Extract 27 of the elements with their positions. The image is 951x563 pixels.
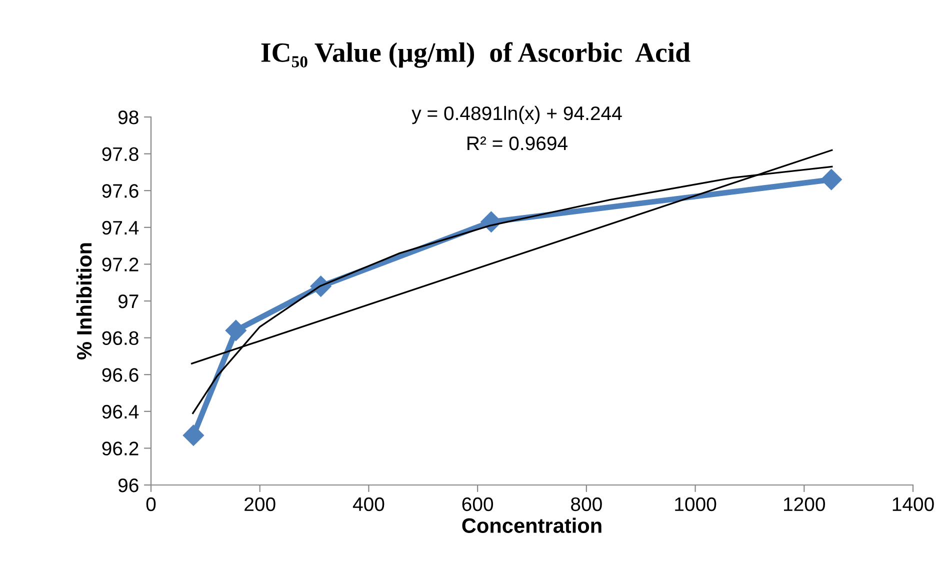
- y-tick-label: 97.2: [102, 258, 138, 272]
- x-axis-title: Concentration: [462, 518, 602, 534]
- annotation: R² = 0.9694: [468, 136, 568, 150]
- y-tick-label: 96.2: [102, 442, 138, 456]
- y-tick-label: 96: [118, 478, 138, 492]
- y-tick-label: 97: [118, 294, 138, 308]
- y-axis-title: % Inhibition: [76, 243, 92, 360]
- x-tick-label: 1400: [892, 497, 934, 512]
- y-tick-label: 96.6: [102, 368, 138, 382]
- x-tick-label: 1200: [784, 497, 826, 512]
- x-tick-label: 1000: [675, 497, 716, 512]
- x-tick-label: 200: [244, 497, 276, 512]
- y-tick-label: 96.4: [102, 404, 139, 419]
- point: [225, 320, 246, 341]
- point: [182, 424, 204, 446]
- y-tick-label: 97.8: [102, 147, 138, 162]
- x-tick-label: 0: [146, 497, 156, 512]
- x-tick-label: 600: [462, 497, 494, 512]
- point: [820, 169, 842, 190]
- x-tick-label: 400: [352, 497, 384, 512]
- chart-title: IC₅₀ Value (µg/ml) of Ascorbic Acid: [261, 42, 690, 68]
- annotation: y = 0.4891ln(x) + 94.244: [412, 106, 622, 124]
- y-tick-label: 97.4: [102, 220, 139, 235]
- y-tick-label: 96.8: [102, 331, 138, 346]
- y-tick-label: 98: [118, 110, 138, 124]
- y-tick-label: 97.6: [102, 184, 138, 198]
- x-tick-label: 800: [571, 497, 602, 512]
